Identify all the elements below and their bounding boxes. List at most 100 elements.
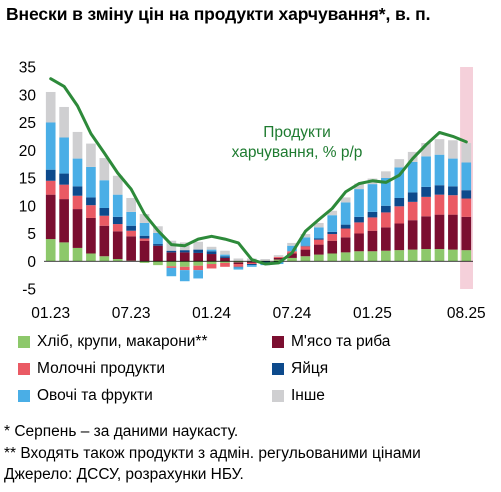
bar-segment [327, 231, 338, 235]
bar-segment [233, 262, 244, 265]
bar-segment [421, 156, 431, 187]
bar-segment [367, 217, 378, 231]
bar-segment [179, 252, 190, 262]
bar-segment [300, 246, 311, 250]
bar-segment [153, 261, 163, 266]
bar-segment [273, 259, 284, 262]
legend-label: Овочі та фрукти [37, 387, 153, 404]
bar-segment [153, 232, 163, 245]
bar-segment [461, 190, 472, 199]
bar-segment [448, 214, 458, 250]
bar-segment [314, 222, 324, 228]
bar-segment [220, 250, 230, 255]
line-annotation-line1: Продукти [263, 124, 331, 141]
bar-segment [421, 249, 431, 262]
bar-segment [461, 198, 472, 217]
bar-segment [206, 254, 217, 262]
bar-segment [126, 230, 136, 237]
bar-segment [206, 246, 217, 250]
bar-segment [381, 171, 391, 178]
bar-segment [86, 143, 96, 167]
bar-segment [340, 252, 351, 262]
bar-segment [59, 184, 69, 200]
y-tick-label: 25 [19, 115, 36, 132]
x-tick-label: 07.23 [112, 305, 151, 322]
bar-segment [287, 242, 297, 246]
bar-segment [354, 251, 364, 262]
bar-segment [233, 264, 244, 267]
bar-segment [193, 261, 203, 266]
legend-item-bread: Хліб, крупи, макарони** [18, 331, 208, 353]
line-annotation-line2: харчування, % р/р [232, 144, 363, 161]
y-tick-label: 30 [19, 87, 37, 104]
bar-segment [59, 199, 69, 243]
bar-segment [126, 236, 136, 261]
bar-segment [260, 259, 271, 261]
bar-segment [300, 234, 311, 238]
bar-segment [367, 184, 378, 212]
bar-segment [314, 244, 324, 255]
legend-item-meat: М'ясо та риба [272, 331, 390, 353]
legend-item-dairy: Молочні продукти [18, 358, 165, 380]
bar-segment [300, 245, 311, 247]
bar-segment [112, 216, 123, 225]
bar-segment [260, 261, 271, 263]
bar-segment [354, 189, 364, 217]
bar-segment [461, 216, 472, 251]
bar-segment [340, 202, 351, 225]
bar-segment [45, 169, 56, 181]
bar-segment [394, 206, 405, 224]
bar-segment [206, 261, 217, 265]
bar-segment [206, 264, 217, 269]
bar-segment [434, 214, 445, 250]
bar-segment [273, 257, 284, 260]
bar-segment [112, 194, 123, 217]
legend-label: Інше [291, 387, 325, 404]
x-tick-label: 07.24 [273, 305, 312, 322]
bar-segment [166, 266, 177, 268]
legend-swatch [18, 390, 30, 402]
bar-segment [327, 240, 338, 254]
bar-segment [45, 122, 56, 170]
bar-segment [434, 185, 445, 195]
bar-segment [421, 216, 431, 250]
legend-label: Яйця [291, 360, 329, 377]
bar-segment [421, 143, 431, 157]
bar-segment [381, 212, 391, 228]
bar-segment [434, 154, 445, 186]
bar-segment [327, 215, 338, 232]
bar-segment [367, 211, 378, 218]
bar-segment [246, 265, 257, 267]
y-tick-label: 10 [19, 198, 37, 215]
bar-segment [340, 228, 351, 238]
bar-segment [59, 137, 69, 174]
bar-segment [233, 266, 244, 268]
bar-segment [72, 195, 83, 210]
bar-segment [233, 258, 244, 262]
bar-segment [327, 210, 338, 216]
bar-segment [220, 261, 230, 263]
bar-segment [394, 223, 405, 251]
legend-label: Хліб, крупи, макарони** [37, 333, 208, 350]
bar-segment [206, 251, 217, 255]
bar-segment [99, 225, 110, 257]
y-tick-label: 15 [19, 171, 36, 188]
bar-segment [407, 161, 418, 193]
bar-segment [193, 241, 203, 250]
legend-item-vegetables: Овочі та фрукти [18, 385, 153, 407]
bar-segment [193, 252, 203, 262]
bar-segment [246, 262, 257, 265]
bar-segment [112, 231, 123, 260]
food-inflation-line [49, 77, 468, 266]
bar-segment [314, 254, 324, 262]
bar-segment [59, 106, 69, 138]
x-tick-label: 01.23 [31, 305, 70, 322]
bar-segment [139, 222, 150, 236]
bar-segment [139, 214, 150, 223]
bar-segment [381, 227, 391, 251]
bar-segment [421, 186, 431, 197]
bar-segment [246, 264, 257, 266]
bar-segment [434, 194, 445, 215]
bar-segment [45, 194, 56, 240]
bar-segment [461, 143, 472, 163]
